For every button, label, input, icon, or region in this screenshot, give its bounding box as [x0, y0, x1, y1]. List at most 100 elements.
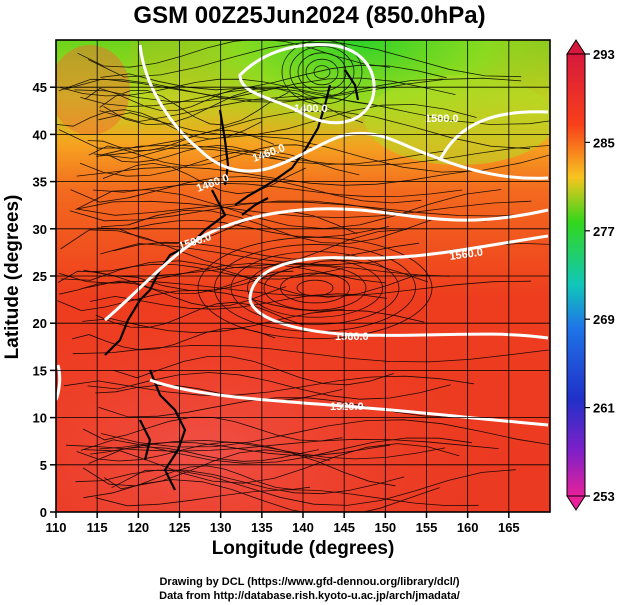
contour-label: 1560.0 [335, 331, 369, 343]
streamline [102, 162, 306, 195]
contour-label: 1520.0 [330, 401, 364, 413]
streamline [98, 397, 455, 418]
streamline [90, 446, 320, 462]
streamline [92, 182, 463, 198]
x-tick-label: 145 [333, 520, 355, 535]
y-tick-label: 15 [33, 363, 47, 378]
x-tick-label: 110 [46, 520, 67, 535]
x-tick-label: 155 [416, 520, 438, 535]
x-tick-label: 140 [292, 520, 314, 535]
y-tick-label: 20 [33, 316, 47, 331]
credit-drawing: Drawing by DCL (https://www.gfd-dennou.o… [159, 576, 460, 588]
credit-data: Data from http://database.rish.kyoto-u.a… [159, 590, 460, 602]
x-tick-label: 160 [457, 520, 479, 535]
y-tick-label: 30 [33, 222, 47, 237]
colorbar-bottom-arrow [566, 495, 586, 511]
streamline [58, 110, 531, 150]
contour-label: 1400.0 [294, 103, 328, 115]
streamline [113, 356, 394, 386]
colorbar: 293 285 277 269 261 253 [566, 39, 615, 511]
streamline [88, 443, 460, 484]
streamlines [56, 40, 550, 512]
streamline [76, 441, 330, 462]
x-tick-label: 150 [374, 520, 396, 535]
streamline [88, 41, 522, 78]
x-tick-label: 165 [498, 520, 520, 535]
y-tick-label: 25 [33, 269, 47, 284]
streamline [74, 77, 456, 102]
map-title: GSM 00Z25Jun2024 (850.0hPa) [133, 2, 486, 29]
streamline [58, 263, 386, 284]
streamline [70, 176, 422, 204]
streamline [58, 78, 444, 103]
streamline [87, 129, 275, 151]
colorbar-tick-label: 261 [593, 401, 615, 416]
streamline [72, 327, 276, 351]
streamline [99, 90, 289, 126]
y-tick-label: 0 [40, 505, 47, 520]
x-tick-label: 120 [127, 520, 149, 535]
streamline [105, 219, 390, 238]
x-tick-label: 130 [210, 520, 232, 535]
contour-1560 [248, 234, 549, 340]
colorbar-tick-label: 285 [593, 135, 615, 150]
y-tick-label: 40 [33, 127, 47, 142]
streamline [80, 437, 472, 464]
anticyclone-streamline [296, 279, 334, 297]
streamline [95, 489, 479, 507]
streamline [76, 189, 502, 230]
streamline [105, 145, 298, 163]
streamline [111, 469, 516, 506]
streamline [101, 419, 550, 448]
colorbar-tick-label: 293 [593, 47, 615, 62]
contour-1400 [238, 43, 376, 125]
colorbar-tick-label: 269 [593, 312, 615, 327]
streamline [100, 210, 432, 244]
anticyclone-streamline [197, 236, 433, 340]
streamline [56, 109, 263, 140]
y-tick-label: 35 [33, 175, 47, 190]
contour-1460 [138, 44, 549, 180]
streamline [99, 95, 550, 125]
streamline [63, 375, 474, 396]
colorbar-top-arrow [566, 39, 586, 55]
y-tick-label: 5 [40, 458, 47, 473]
cyclone-streamline [313, 65, 331, 79]
x-tick-label: 125 [169, 520, 191, 535]
streamline [95, 384, 343, 402]
x-axis-ticks: 110 115 120 125 130 135 140 145 150 155 160 165 [46, 512, 520, 535]
streamline [79, 150, 360, 177]
anticyclone-streamline [280, 272, 350, 304]
streamline [82, 449, 396, 487]
cyclone-streamline [281, 40, 363, 105]
streamline [100, 64, 447, 91]
colorbar-tick-label: 253 [593, 489, 615, 504]
y-tick-label: 10 [33, 411, 47, 426]
streamline [82, 309, 425, 334]
cyclone-streamline [289, 46, 355, 99]
streamline [76, 201, 535, 217]
anticyclone-streamline [263, 265, 367, 311]
y-axis-ticks: 0 5 10 15 20 25 30 35 40 45 [33, 80, 56, 520]
cyclone-streamline [305, 58, 339, 86]
streamline [97, 211, 358, 245]
streamline [95, 301, 304, 329]
streamline [77, 40, 390, 68]
streamline [60, 260, 418, 298]
lat-lon-grid [56, 40, 550, 512]
x-tick-label: 135 [251, 520, 273, 535]
colorbar-tick-label: 277 [593, 224, 615, 239]
streamline [75, 469, 405, 495]
streamline [88, 144, 315, 166]
y-axis-label: Latitude (degrees) [2, 194, 23, 360]
streamline [72, 345, 549, 363]
streamline [100, 144, 550, 166]
streamline [64, 77, 522, 101]
height-contours [56, 43, 549, 427]
anticyclone-streamline [230, 251, 400, 325]
contour-1500 [104, 207, 549, 322]
x-tick-label: 115 [87, 520, 108, 535]
contour-1520 [149, 378, 549, 427]
colorbar-scale [566, 53, 586, 497]
